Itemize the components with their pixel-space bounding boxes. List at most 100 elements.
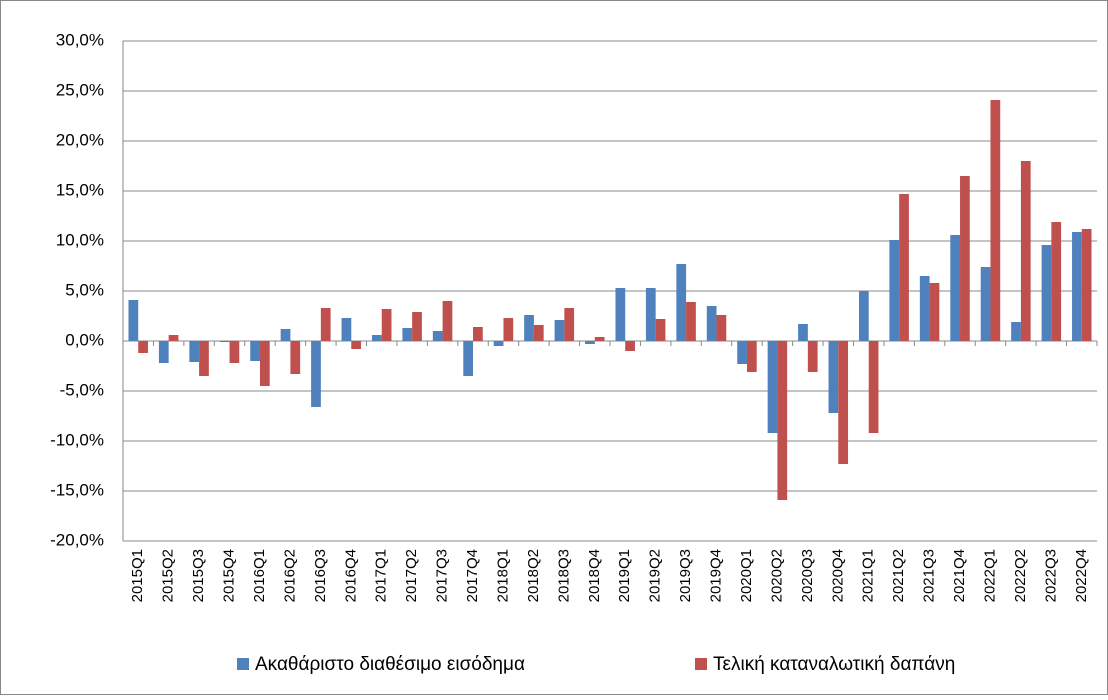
y-tick-label: -15,0% (50, 480, 104, 499)
x-tick-label: 2017Q4 (464, 549, 481, 602)
bar (594, 337, 605, 341)
y-tick-label: 30,0% (56, 30, 104, 49)
bar (250, 341, 260, 361)
x-tick-label: 2021Q4 (951, 549, 968, 602)
bar (868, 341, 879, 433)
bar (767, 341, 778, 433)
x-tick-label: 2019Q3 (677, 549, 694, 602)
bar (524, 315, 534, 341)
x-tick-label: 2016Q3 (312, 549, 329, 602)
bar (473, 327, 483, 341)
y-tick-label: 20,0% (56, 130, 104, 149)
bar (199, 341, 209, 376)
x-tick-label: 2017Q1 (373, 549, 390, 602)
bar (655, 319, 666, 341)
bar (1072, 232, 1082, 341)
bar (929, 283, 940, 341)
bar (229, 341, 240, 363)
x-tick-label: 2018Q2 (525, 549, 542, 602)
y-tick-label: 0,0% (65, 330, 104, 349)
bar (351, 341, 362, 349)
y-tick-label: 15,0% (56, 180, 104, 199)
bar (412, 312, 422, 341)
bar (219, 341, 230, 342)
x-tick-label: 2017Q3 (434, 549, 451, 602)
y-tick-label: -10,0% (50, 430, 104, 449)
bar (128, 300, 139, 341)
y-tick-label: -5,0% (60, 380, 104, 399)
bar (686, 302, 696, 341)
bar (746, 341, 757, 372)
bar (290, 341, 301, 374)
bar (615, 288, 626, 341)
x-tick-label: 2020Q3 (799, 549, 816, 602)
x-tick-label: 2021Q3 (921, 549, 938, 602)
bar (564, 308, 575, 341)
bar (259, 341, 270, 386)
bar (158, 341, 169, 363)
x-tick-label: 2018Q4 (586, 549, 603, 602)
bar (1081, 229, 1092, 341)
bar (737, 341, 747, 364)
x-tick-label: 2021Q1 (860, 549, 877, 602)
bar (381, 309, 392, 341)
y-tick-label: 10,0% (56, 230, 104, 249)
bar (838, 341, 849, 464)
x-tick-label: 2016Q2 (281, 549, 298, 602)
bar (402, 328, 413, 341)
x-tick-label: 2019Q1 (616, 549, 633, 602)
bar (990, 100, 1001, 341)
x-tick-label: 2016Q4 (342, 549, 359, 602)
x-tick-label: 2020Q2 (768, 549, 785, 602)
x-tick-label: 2015Q4 (221, 549, 238, 602)
x-tick-label: 2019Q4 (708, 549, 725, 602)
legend-label: Ακαθάριστο διαθέσιμο εισόδημα (255, 654, 525, 675)
bar (676, 264, 687, 341)
bar (463, 341, 474, 376)
x-tick-label: 2022Q1 (981, 549, 998, 602)
y-tick-label: 5,0% (65, 280, 104, 299)
bar (1011, 322, 1021, 341)
bar (889, 240, 900, 341)
x-tick-label: 2015Q1 (129, 549, 146, 602)
bar (950, 235, 961, 341)
bar (371, 335, 382, 341)
bar (138, 341, 148, 353)
legend-swatch (695, 658, 707, 670)
x-tick-label: 2021Q2 (890, 549, 907, 602)
x-tick-label: 2017Q2 (403, 549, 420, 602)
bar (625, 341, 635, 351)
bar (777, 341, 788, 500)
bar (168, 335, 179, 341)
x-tick-label: 2019Q2 (647, 549, 664, 602)
x-tick-label: 2015Q3 (190, 549, 207, 602)
bar (645, 288, 656, 341)
bar (320, 308, 331, 341)
bar (280, 329, 291, 341)
bar (798, 324, 808, 341)
bar (432, 331, 443, 341)
bar (706, 306, 717, 341)
bar (189, 341, 200, 362)
bar (503, 318, 514, 341)
bar (980, 267, 991, 341)
bar (341, 318, 352, 341)
y-tick-label: -20,0% (50, 530, 104, 549)
x-tick-label: 2016Q1 (251, 549, 268, 602)
bar (899, 194, 909, 341)
x-tick-label: 2018Q3 (555, 549, 572, 602)
bar (585, 341, 595, 344)
bar (442, 301, 453, 341)
bar (1041, 245, 1052, 341)
x-tick-label: 2020Q4 (829, 549, 846, 602)
bar (960, 176, 970, 341)
x-tick-label: 2022Q4 (1073, 549, 1090, 602)
x-tick-label: 2015Q2 (160, 549, 177, 602)
bar (533, 325, 544, 341)
bar (554, 320, 565, 341)
bar (1051, 222, 1062, 341)
bar (716, 315, 727, 341)
bar (807, 341, 818, 372)
x-tick-label: 2018Q1 (494, 549, 511, 602)
